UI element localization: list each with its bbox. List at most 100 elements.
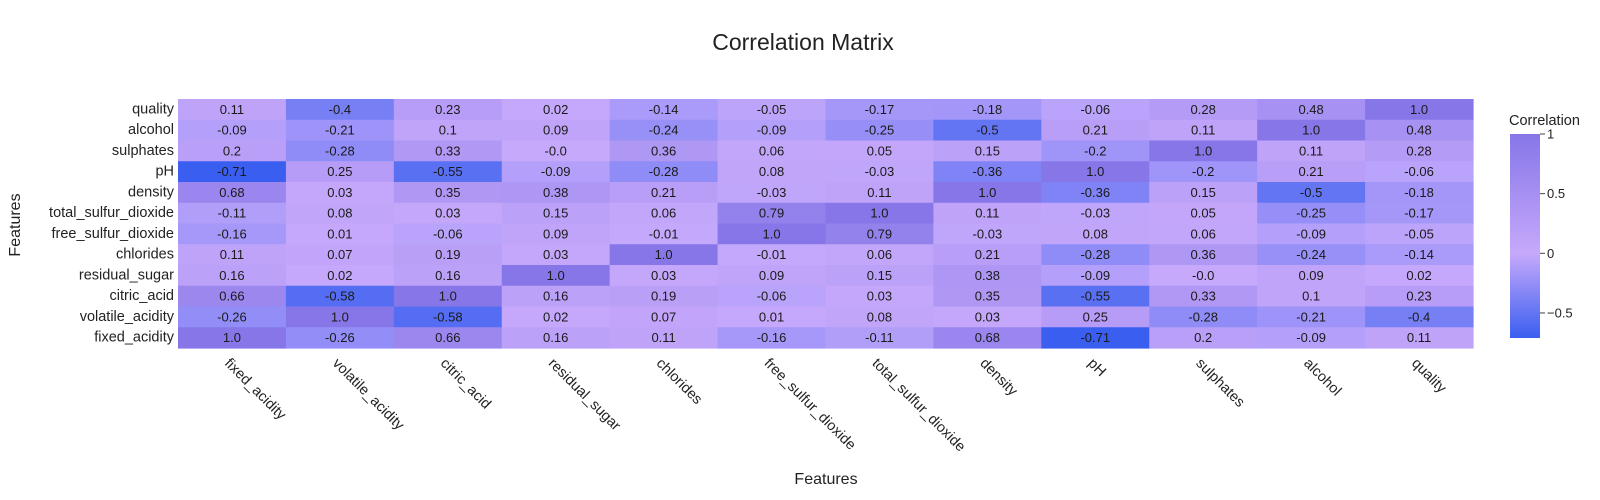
heatmap-cell xyxy=(1149,285,1258,308)
heatmap-cell xyxy=(1365,244,1474,266)
cell-value-label: -0.26 xyxy=(217,309,247,324)
cell-value-label: 1.0 xyxy=(547,268,565,283)
heatmap-cell xyxy=(285,202,395,225)
cell-value-label: 0.01 xyxy=(327,226,352,241)
heatmap-cell xyxy=(1041,140,1150,162)
heatmap-cell xyxy=(717,265,827,287)
cell-value-label: -0.14 xyxy=(649,102,679,117)
heatmap-cell xyxy=(1365,265,1474,287)
cell-value-label: -0.21 xyxy=(325,123,355,138)
heatmap-cell xyxy=(1257,265,1366,287)
cell-value-label: 0.33 xyxy=(435,143,460,158)
cell-value-label: 0.68 xyxy=(219,185,244,200)
cell-value-label: 0.15 xyxy=(543,206,568,221)
cell-value-label: 0.48 xyxy=(1298,102,1323,117)
cell-value-label: -0.09 xyxy=(757,123,787,138)
y-tick-label: fixed_acidity xyxy=(94,330,175,346)
cell-value-label: 1.0 xyxy=(1302,123,1320,138)
heatmap-cell xyxy=(1365,119,1474,142)
cell-value-label: 0.35 xyxy=(975,289,1000,304)
x-axis-title: Features xyxy=(794,471,857,488)
heatmap-cell xyxy=(609,140,719,162)
heatmap-cell xyxy=(717,182,827,204)
cell-value-label: -0.36 xyxy=(1080,185,1110,200)
heatmap-cell xyxy=(1149,306,1258,328)
heatmap-cell xyxy=(178,327,287,349)
x-tick-label: sulphates xyxy=(1192,356,1247,411)
heatmap-cell xyxy=(825,161,935,183)
heatmap-cell xyxy=(1257,182,1366,204)
heatmap-cell xyxy=(609,265,719,287)
cell-value-label: 0.2 xyxy=(223,143,241,158)
heatmap-cell xyxy=(178,99,287,121)
cell-value-label: 0.03 xyxy=(327,185,352,200)
heatmap-cell xyxy=(1041,202,1150,225)
heatmap-cell xyxy=(1041,182,1150,204)
x-tick-label: free_sulfur_dioxide xyxy=(761,356,859,454)
heatmap-cell xyxy=(717,202,827,225)
cell-value-label: 0.16 xyxy=(543,289,568,304)
cell-value-label: -0.28 xyxy=(325,143,355,158)
heatmap-cell xyxy=(609,182,719,204)
cell-value-label: -0.24 xyxy=(649,123,679,138)
y-tick-label: citric_acid xyxy=(110,288,174,304)
heatmap-cell xyxy=(501,99,611,121)
cell-value-label: 0.15 xyxy=(867,268,892,283)
cell-value-label: -0.03 xyxy=(757,185,787,200)
cell-value-label: 1.0 xyxy=(331,309,349,324)
heatmap-cell xyxy=(1149,244,1258,266)
cell-value-label: -0.09 xyxy=(1296,330,1326,345)
cell-value-label: -0.0 xyxy=(1192,268,1214,283)
y-tick-label: residual_sugar xyxy=(79,267,174,283)
cell-value-label: 0.09 xyxy=(759,268,784,283)
cell-value-label: 0.21 xyxy=(1298,164,1323,179)
heatmap-cell xyxy=(393,99,503,121)
cell-value-label: 0.03 xyxy=(975,309,1000,324)
y-tick-label: pH xyxy=(155,164,174,180)
heatmap-cell xyxy=(285,99,395,121)
x-tick-label: alcohol xyxy=(1300,356,1344,400)
heatmap-cell xyxy=(1149,202,1258,225)
y-axis-title: Features xyxy=(7,193,24,256)
cell-value-label: 0.23 xyxy=(1406,289,1431,304)
cell-value-label: -0.0 xyxy=(545,143,567,158)
cell-value-label: -0.06 xyxy=(1080,102,1110,117)
colorbar xyxy=(1510,134,1540,338)
heatmap-cell xyxy=(933,202,1042,225)
heatmap-cell xyxy=(825,244,935,266)
heatmap-cell xyxy=(1365,99,1474,121)
heatmap-cell xyxy=(825,285,935,308)
cell-value-label: 0.19 xyxy=(651,289,676,304)
cell-value-label: -0.4 xyxy=(329,102,351,117)
heatmap-cell xyxy=(825,119,935,142)
heatmap-cell xyxy=(825,265,935,287)
cell-value-label: -0.14 xyxy=(1404,247,1434,262)
heatmap-cell xyxy=(393,182,503,204)
cell-value-label: -0.28 xyxy=(1080,247,1110,262)
cell-value-label: -0.06 xyxy=(433,226,463,241)
y-tick-label: alcohol xyxy=(128,122,174,138)
heatmap-cell xyxy=(933,99,1042,121)
cell-value-label: 0.66 xyxy=(219,289,244,304)
cell-value-label: 0.05 xyxy=(867,143,892,158)
heatmap-cell xyxy=(609,285,719,308)
y-tick-label: density xyxy=(128,184,175,200)
cell-value-label: -0.4 xyxy=(1408,309,1430,324)
heatmap-cell xyxy=(1365,140,1474,162)
cell-value-label: -0.25 xyxy=(865,123,895,138)
y-tick-label: sulphates xyxy=(112,143,174,159)
cell-value-label: 0.11 xyxy=(867,185,891,200)
cell-value-label: 0.16 xyxy=(543,330,568,345)
heatmap-cell xyxy=(609,119,719,142)
colorbar-tick-label: −0.5 xyxy=(1547,305,1573,320)
cell-value-label: 0.23 xyxy=(435,102,460,117)
cell-value-label: 0.21 xyxy=(975,247,1000,262)
cell-value-label: 1.0 xyxy=(763,226,781,241)
colorbar-tick-label: 0 xyxy=(1547,246,1554,261)
heatmap-cell xyxy=(1365,182,1474,204)
heatmap-cell xyxy=(1365,161,1474,183)
cell-value-label: -0.55 xyxy=(433,164,463,179)
cell-value-label: -0.58 xyxy=(433,309,463,324)
cell-value-label: -0.09 xyxy=(1080,268,1110,283)
cell-value-label: 0.08 xyxy=(327,206,352,221)
